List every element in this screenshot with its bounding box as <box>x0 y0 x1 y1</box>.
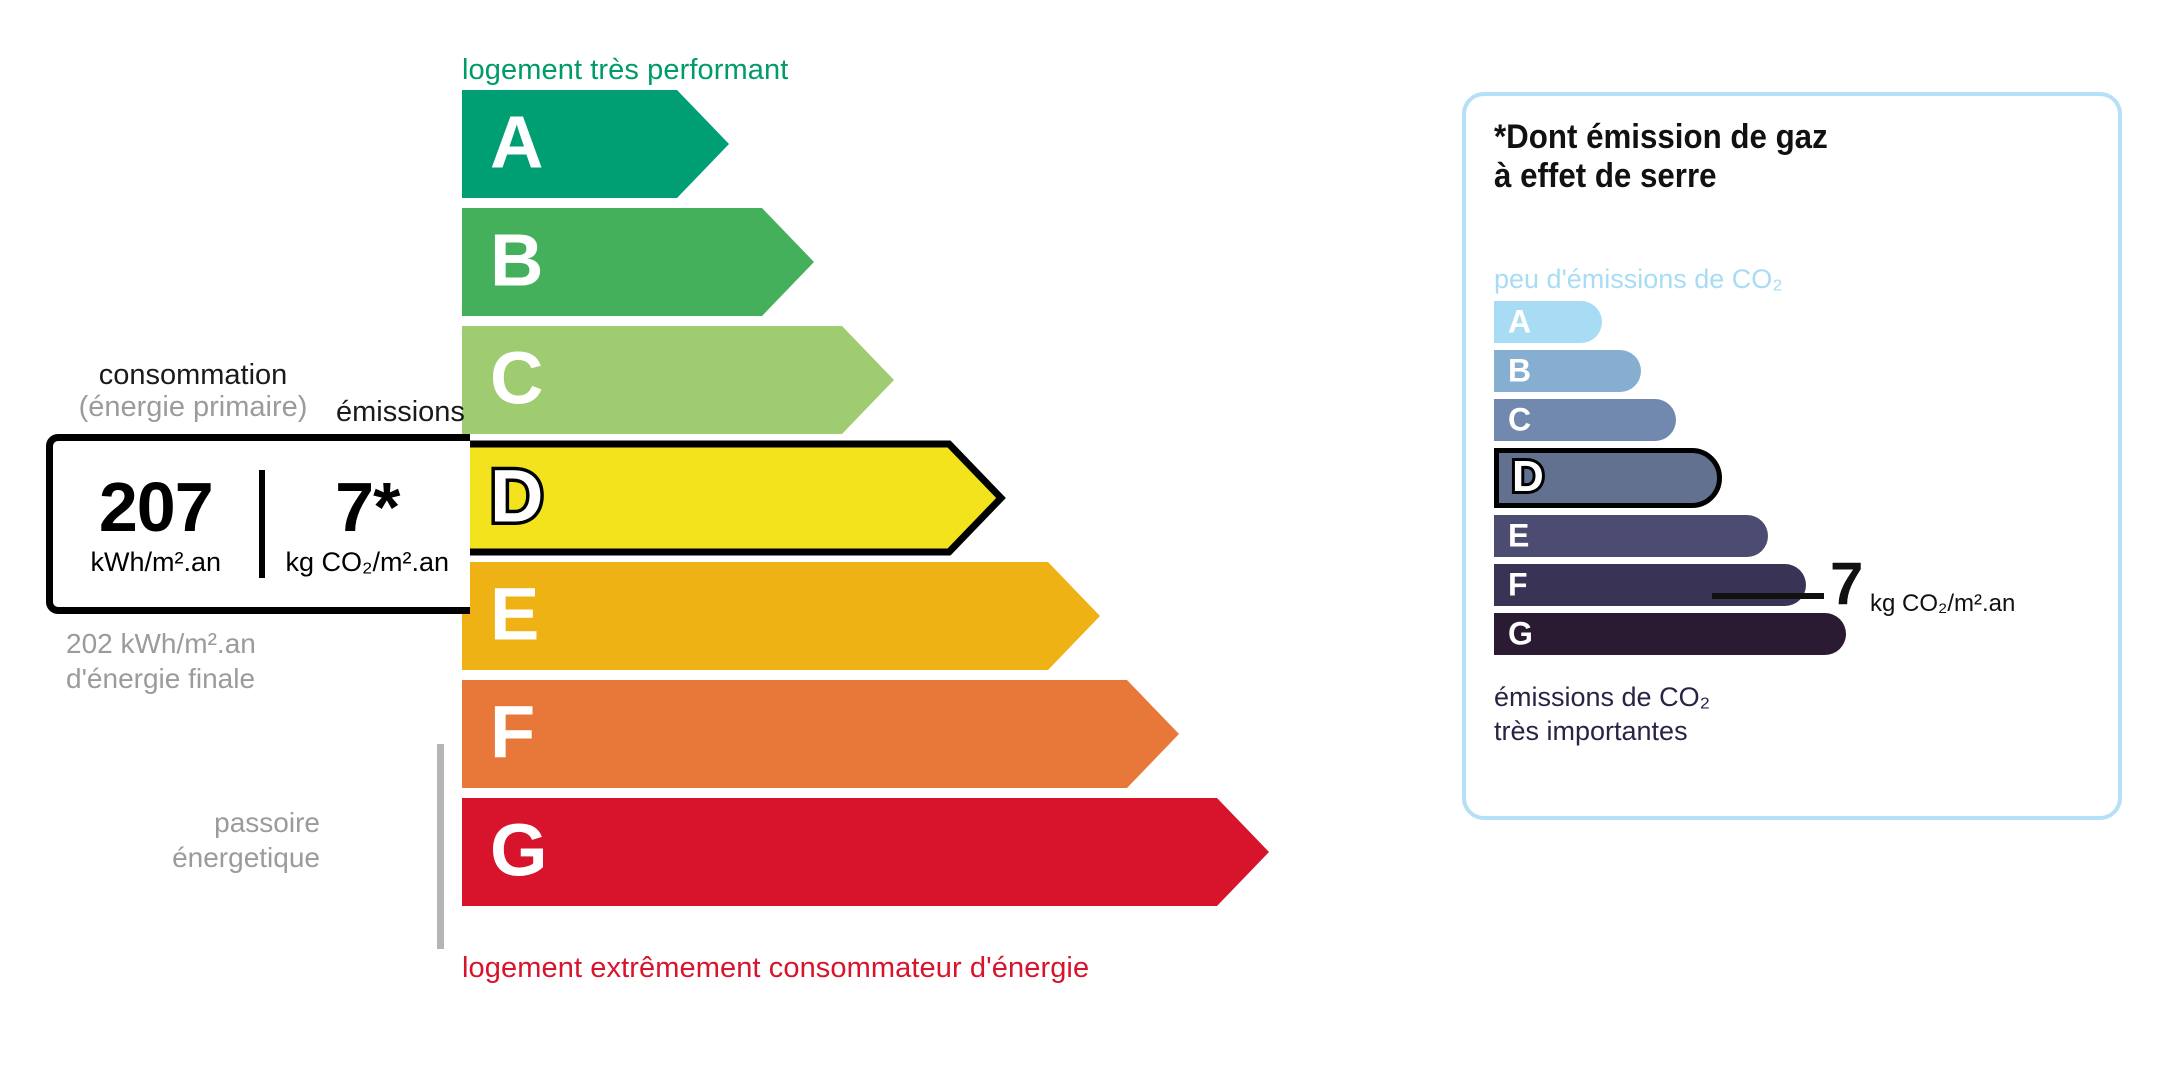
energy-bar-e: E <box>462 562 1262 670</box>
energy-bar-letter-b: B <box>490 218 544 302</box>
energy-bar-shape-c <box>462 326 894 434</box>
co2-bar-letter-c: C <box>1508 401 1532 438</box>
co2-callout-value: 7 <box>1830 550 1864 617</box>
passoire-note: passoire énergetique <box>172 807 320 873</box>
consumption-value: 207 <box>98 468 214 546</box>
co2-bar-fill-c <box>1494 399 1676 441</box>
co2-bar-f: F <box>1494 564 2094 606</box>
co2-bar-letter-f: F <box>1508 566 1528 603</box>
energy-bar-letter-e: E <box>490 572 540 656</box>
co2-bar-a: A <box>1494 301 2094 343</box>
energy-bar-a: A <box>462 90 1262 198</box>
energy-bar-f: F <box>462 680 1262 788</box>
energy-bar-b: B <box>462 208 1262 316</box>
energy-bar-shape-b <box>462 208 814 316</box>
energy-top-note: logement très performant <box>462 54 789 86</box>
consumption-header-line1: consommation <box>98 359 288 391</box>
co2-bar-fill-f <box>1494 564 1806 606</box>
value-box: 207 kWh/m².an 7* kg CO₂/m².an <box>46 434 470 614</box>
co2-panel-title: *Dont émission de gaz à effet de serre <box>1494 118 1828 196</box>
co2-bar-letter-a: A <box>1508 303 1532 340</box>
final-energy-note: 202 kWh/m².an d'énergie finale <box>66 628 256 694</box>
energy-bottom-note: logement extrêmement consommateur d'éner… <box>462 952 1090 984</box>
co2-bar-fill-e <box>1494 515 1768 557</box>
energy-bar-letter-g: G <box>490 808 548 892</box>
consumption-header-line2: (énergie primaire) <box>78 390 308 423</box>
emission-value-cell: 7* kg CO₂/m².an <box>265 472 471 576</box>
co2-bar-g: G <box>1494 613 2094 655</box>
energy-bar-c: C <box>462 326 1262 434</box>
co2-bar-letter-d: D <box>1509 452 1547 502</box>
value-box-headers: consommation (énergie primaire) émission… <box>46 359 486 430</box>
consumption-value-cell: 207 kWh/m².an <box>53 470 265 578</box>
energy-bar-g: G <box>462 798 1269 906</box>
emissions-header: émissions <box>336 396 465 428</box>
energy-bar-shape-e <box>462 562 1100 670</box>
co2-bar-d: D <box>1494 448 2094 508</box>
consumption-unit: kWh/m².an <box>90 547 222 577</box>
co2-bar-fill-b <box>1494 350 1641 392</box>
energy-bar-shape-a <box>462 90 729 198</box>
co2-bar-letter-g: G <box>1508 615 1533 652</box>
energy-bar-shape-d <box>462 440 1006 556</box>
emission-unit: kg CO₂/m².an <box>285 547 450 577</box>
co2-bar-letter-e: E <box>1508 517 1530 554</box>
energy-bar-letter-c: C <box>490 336 544 420</box>
co2-bar-fill-g <box>1494 613 1846 655</box>
co2-callout-leader-line <box>1712 593 1824 599</box>
co2-bar-c: C <box>1494 399 2094 441</box>
passoire-rule <box>437 744 444 949</box>
co2-panel: *Dont émission de gaz à effet de serre p… <box>1462 92 2122 820</box>
energy-bar-shape-g <box>462 798 1269 906</box>
co2-bar-e: E <box>1494 515 2094 557</box>
co2-top-note: peu d'émissions de CO₂ <box>1494 264 1783 294</box>
co2-bottom-note: émissions de CO₂ très importantes <box>1494 682 1711 746</box>
co2-bar-b: B <box>1494 350 2094 392</box>
energy-bar-letter-f: F <box>490 690 536 774</box>
energy-bar-letter-a: A <box>490 100 544 184</box>
consumption-header: consommation (énergie primaire) <box>68 359 318 424</box>
emission-value: 7* <box>335 468 400 546</box>
energy-bar-d: D <box>462 440 1262 556</box>
co2-callout-unit: kg CO₂/m².an <box>1870 590 2016 617</box>
energy-bar-letter-d: D <box>486 454 547 538</box>
co2-bar-letter-b: B <box>1508 352 1532 389</box>
co2-bar-fill-a <box>1494 301 1602 343</box>
co2-bar-fill-d <box>1494 448 1722 508</box>
energy-bar-shape-f <box>462 680 1179 788</box>
